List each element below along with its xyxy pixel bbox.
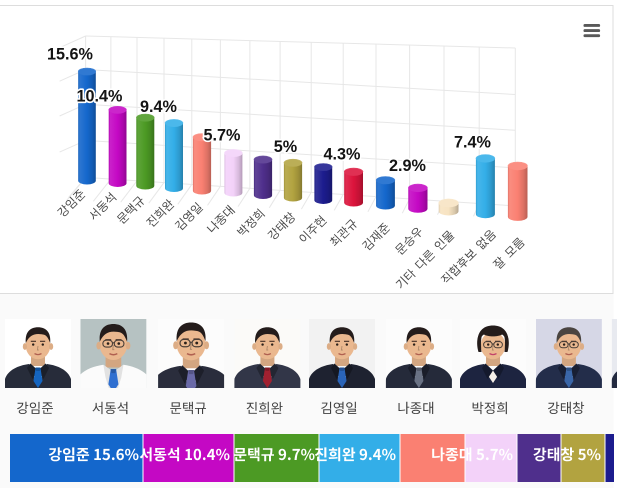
svg-text:9.4%: 9.4% xyxy=(140,98,177,116)
svg-text:5.7%: 5.7% xyxy=(204,126,241,144)
svg-text:5%: 5% xyxy=(274,138,297,156)
svg-text:7.4%: 7.4% xyxy=(454,133,491,151)
svg-text:10.4%: 10.4% xyxy=(77,87,123,105)
svg-text:15.6%: 15.6% xyxy=(47,45,93,63)
svg-text:4.3%: 4.3% xyxy=(324,145,361,163)
svg-text:2.9%: 2.9% xyxy=(389,157,426,175)
